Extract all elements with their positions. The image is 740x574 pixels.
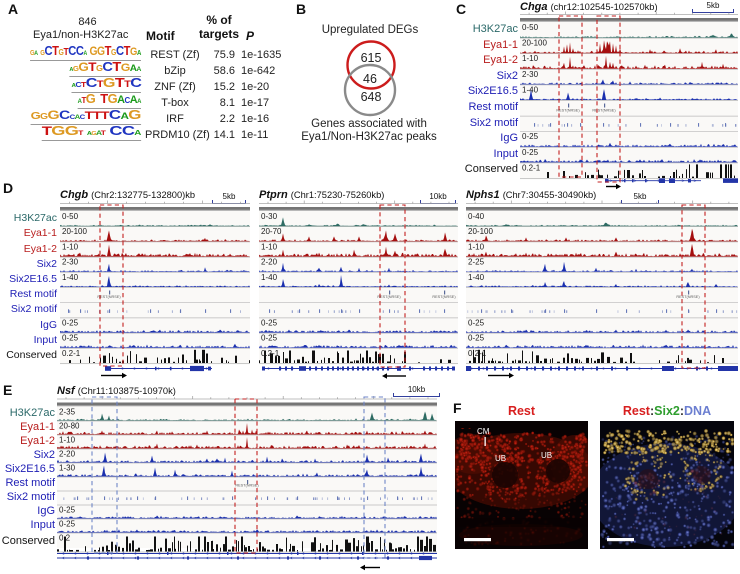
svg-text:1-10: 1-10 [59, 436, 76, 445]
svg-text:1-40: 1-40 [522, 85, 539, 94]
svg-text:0.2-1: 0.2-1 [468, 349, 487, 358]
svg-text:20-100: 20-100 [522, 39, 547, 48]
svg-text:20-70: 20-70 [261, 227, 282, 236]
svg-text:REST(NRSE): REST(NRSE) [556, 109, 580, 113]
svg-text:1-40: 1-40 [468, 273, 485, 282]
svg-text:0-25: 0-25 [59, 520, 76, 529]
svg-text:0-25: 0-25 [468, 334, 485, 343]
svg-text:20-80: 20-80 [59, 422, 80, 431]
svg-text:0-50: 0-50 [522, 23, 539, 32]
svg-text:2-30: 2-30 [522, 70, 539, 79]
svg-text:CM: CM [477, 427, 490, 436]
svg-text:0-25: 0-25 [468, 318, 485, 327]
svg-text:0-40: 0-40 [468, 212, 485, 221]
svg-text:0.2-1: 0.2-1 [62, 349, 81, 358]
svg-text:2-20: 2-20 [59, 450, 76, 459]
svg-text:0-25: 0-25 [59, 506, 76, 515]
svg-text:1-30: 1-30 [59, 464, 76, 473]
svg-text:REST(NRSE): REST(NRSE) [592, 109, 616, 113]
svg-text:2-30: 2-30 [62, 258, 79, 267]
svg-text:0-25: 0-25 [261, 318, 278, 327]
svg-text:0-25: 0-25 [62, 318, 79, 327]
svg-text:0-25: 0-25 [62, 334, 79, 343]
svg-text:1-10: 1-10 [522, 54, 539, 63]
svg-text:1-10: 1-10 [62, 242, 79, 251]
svg-text:0-30: 0-30 [261, 212, 278, 221]
svg-text:2-20: 2-20 [261, 258, 278, 267]
svg-text:REST(NRSE): REST(NRSE) [235, 484, 259, 488]
svg-text:UB: UB [541, 451, 552, 460]
svg-text:2-35: 2-35 [59, 408, 76, 417]
svg-text:REST(NRSE): REST(NRSE) [377, 295, 401, 299]
svg-text:REST(NRSE): REST(NRSE) [676, 295, 700, 299]
svg-text:0-25: 0-25 [522, 148, 539, 157]
svg-text:UB: UB [495, 454, 506, 463]
svg-text:0-50: 0-50 [62, 212, 79, 221]
svg-text:1-40: 1-40 [62, 273, 79, 282]
svg-text:REST(NRSE): REST(NRSE) [97, 295, 121, 299]
svg-text:REST(NRSE): REST(NRSE) [432, 295, 456, 299]
svg-text:20-100: 20-100 [468, 227, 493, 236]
svg-text:0-25: 0-25 [261, 334, 278, 343]
svg-text:0-25: 0-25 [522, 132, 539, 141]
svg-text:20-100: 20-100 [62, 227, 87, 236]
svg-text:2-25: 2-25 [468, 258, 485, 267]
svg-text:1-40: 1-40 [261, 273, 278, 282]
svg-text:0.2-1: 0.2-1 [522, 163, 541, 172]
svg-text:0.2-1: 0.2-1 [261, 349, 280, 358]
svg-text:1-10: 1-10 [468, 242, 485, 251]
svg-text:0.2: 0.2 [59, 534, 71, 543]
svg-text:1-10: 1-10 [261, 242, 278, 251]
